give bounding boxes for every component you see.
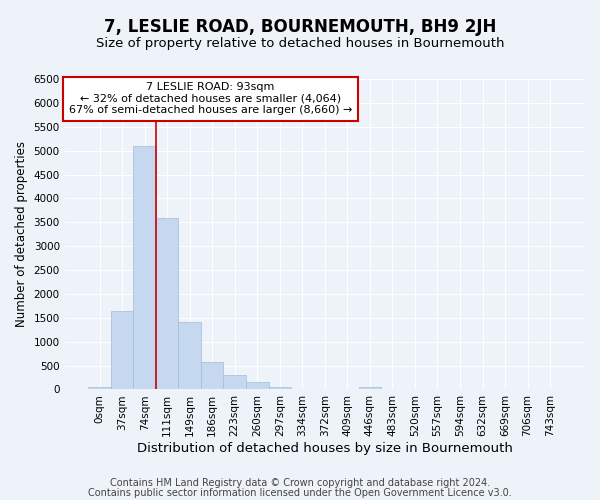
X-axis label: Distribution of detached houses by size in Bournemouth: Distribution of detached houses by size … — [137, 442, 513, 455]
Bar — [246, 382, 269, 390]
Text: Contains HM Land Registry data © Crown copyright and database right 2024.: Contains HM Land Registry data © Crown c… — [110, 478, 490, 488]
Y-axis label: Number of detached properties: Number of detached properties — [15, 141, 28, 327]
Bar — [269, 387, 291, 390]
Text: Contains public sector information licensed under the Open Government Licence v3: Contains public sector information licen… — [88, 488, 512, 498]
Bar — [133, 146, 156, 390]
Bar — [111, 310, 133, 390]
Bar — [178, 322, 201, 390]
Text: 7, LESLIE ROAD, BOURNEMOUTH, BH9 2JH: 7, LESLIE ROAD, BOURNEMOUTH, BH9 2JH — [104, 18, 496, 36]
Bar — [201, 362, 223, 390]
Bar — [223, 375, 246, 390]
Bar — [156, 218, 178, 390]
Bar — [359, 387, 381, 390]
Bar — [88, 386, 111, 390]
Text: 7 LESLIE ROAD: 93sqm
← 32% of detached houses are smaller (4,064)
67% of semi-de: 7 LESLIE ROAD: 93sqm ← 32% of detached h… — [68, 82, 352, 116]
Text: Size of property relative to detached houses in Bournemouth: Size of property relative to detached ho… — [96, 38, 504, 51]
